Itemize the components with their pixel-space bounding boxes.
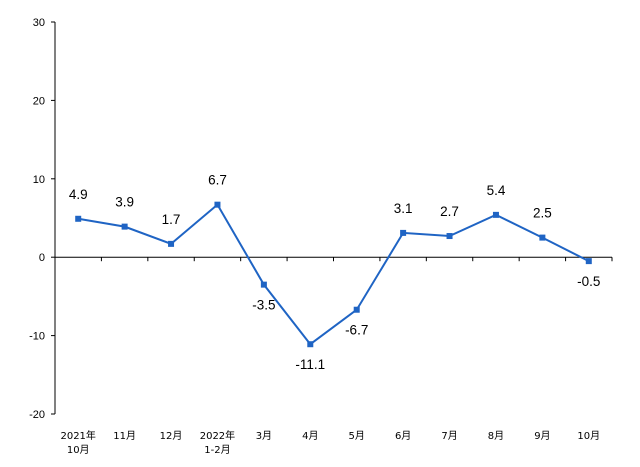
data-point bbox=[168, 240, 175, 247]
y-tick-label: -10 bbox=[29, 331, 45, 343]
x-tick-label: 3月 bbox=[256, 430, 272, 442]
data-point bbox=[121, 223, 128, 230]
data-point bbox=[307, 341, 314, 348]
data-label: -0.5 bbox=[577, 274, 600, 289]
data-point bbox=[75, 215, 82, 222]
data-label: -11.1 bbox=[295, 357, 325, 372]
x-tick-label: 5月 bbox=[349, 430, 365, 442]
x-axis-ticks: 2021年 10月 11月 12月 2022年 1-2月 3月 4月 5月 6月 7月 8月 9月 10月 bbox=[54, 257, 613, 456]
data-label: 5.4 bbox=[487, 183, 506, 198]
data-point bbox=[260, 281, 267, 288]
y-tick-label: -20 bbox=[29, 409, 45, 421]
x-tick-label: 8月 bbox=[488, 430, 504, 442]
data-label: 6.7 bbox=[208, 173, 227, 188]
data-point bbox=[585, 258, 592, 265]
series-line-path bbox=[78, 203, 590, 346]
data-point bbox=[353, 306, 360, 313]
x-tick-label: 11月 bbox=[113, 430, 136, 442]
x-tick-label: 10月 bbox=[577, 430, 600, 442]
x-tick-label: 2021年 10月 bbox=[60, 429, 95, 456]
x-tick-label: 2022年 1-2月 bbox=[200, 429, 235, 456]
x-tick-label: 6月 bbox=[395, 430, 411, 442]
x-tick-label: 9月 bbox=[534, 430, 550, 442]
data-label: 2.7 bbox=[440, 204, 459, 219]
data-point bbox=[446, 233, 453, 240]
data-label: 4.9 bbox=[69, 187, 88, 202]
series-line bbox=[75, 201, 592, 348]
y-axis-ticks: 30 20 10 0 -10 -20 bbox=[29, 17, 55, 421]
y-tick-label: 20 bbox=[33, 95, 45, 107]
data-point bbox=[214, 201, 221, 208]
x-tick-label: 4月 bbox=[302, 430, 318, 442]
data-point bbox=[492, 211, 499, 218]
y-tick-label: 0 bbox=[39, 252, 45, 264]
y-tick-label: 30 bbox=[33, 17, 45, 29]
data-label: 1.7 bbox=[162, 212, 181, 227]
data-point bbox=[539, 234, 546, 241]
data-label: 2.5 bbox=[533, 206, 552, 221]
data-label: 3.1 bbox=[394, 201, 413, 216]
x-tick-label: 7月 bbox=[441, 430, 457, 442]
data-label: 3.9 bbox=[115, 195, 134, 210]
data-labels: 4.9 3.9 1.7 6.7 -3.5 -11.1 -6.7 3.1 2.7 5.4 2.5 -0.… bbox=[69, 173, 601, 373]
x-tick-label: 12月 bbox=[160, 430, 183, 442]
data-label: -6.7 bbox=[345, 323, 368, 338]
y-tick-label: 10 bbox=[33, 174, 45, 186]
data-label: -3.5 bbox=[252, 298, 275, 313]
axes bbox=[54, 22, 612, 414]
data-point bbox=[400, 229, 407, 236]
